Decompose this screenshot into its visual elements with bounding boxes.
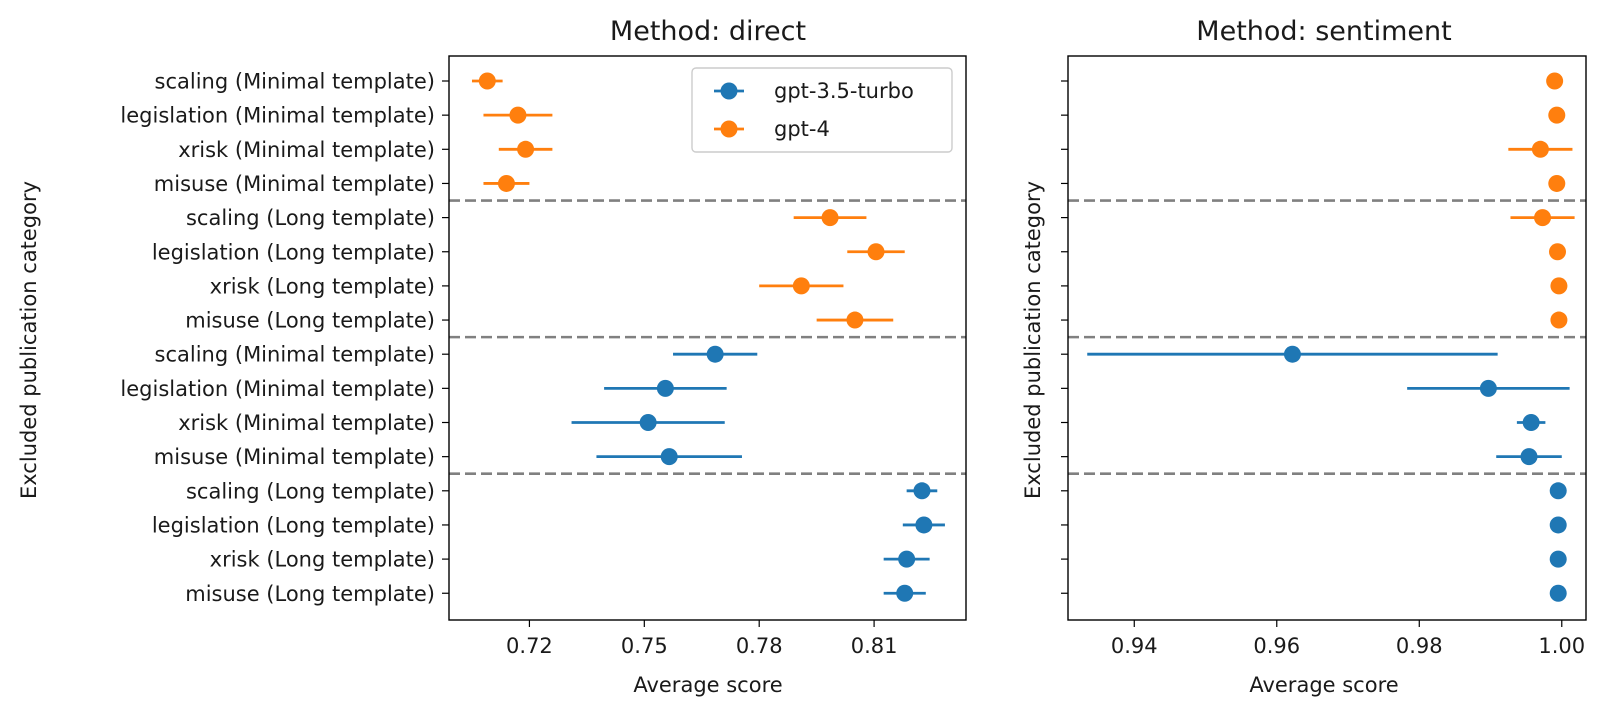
legend-box (691, 67, 953, 153)
y-tick-label: xrisk (Minimal template) (178, 411, 435, 435)
left-point-gpt-4 (497, 174, 515, 192)
left-point-gpt-3.5-turbo (660, 448, 678, 466)
right-axes-frame (1067, 55, 1587, 621)
right-point-gpt-4 (1531, 140, 1549, 158)
y-tick-label: scaling (Minimal template) (155, 70, 435, 94)
left-x-tick-label: 0.78 (736, 634, 783, 658)
right-point-gpt-3.5-turbo (1549, 550, 1567, 568)
left-plot-area: 0.72 0.75 0.78 0.81 scaling (Minimal templat… (120, 55, 967, 658)
left-point-gpt-3.5-turbo (913, 482, 931, 500)
y-tick-label: scaling (Minimal template) (155, 343, 435, 367)
right-point-gpt-3.5-turbo (1283, 345, 1301, 363)
right-panel-title: Method: sentiment (1196, 16, 1451, 47)
right-point-gpt-4 (1546, 72, 1564, 90)
y-tick-label: misuse (Long template) (185, 309, 435, 333)
right-point-gpt-4 (1550, 311, 1568, 329)
left-point-gpt-4 (517, 140, 535, 158)
legend-marker-gpt-3.5-turbo (720, 82, 738, 100)
y-tick-label: xrisk (Minimal template) (178, 138, 435, 162)
y-tick-label: legislation (Long template) (152, 240, 435, 264)
right-x-tick-label: 0.98 (1396, 634, 1443, 658)
y-tick-label: xrisk (Long template) (210, 274, 435, 298)
left-point-gpt-4 (509, 106, 527, 124)
left-point-gpt-4 (867, 243, 885, 261)
right-point-gpt-3.5-turbo (1549, 482, 1567, 500)
right-point-gpt-4 (1534, 209, 1552, 227)
legend-label-gpt-3.5-turbo: gpt-3.5-turbo (774, 79, 914, 103)
y-tick-label: legislation (Minimal template) (120, 377, 435, 401)
left-point-gpt-3.5-turbo (898, 550, 916, 568)
left-axes-frame (448, 55, 967, 621)
right-x-tick-label: 0.96 (1253, 634, 1300, 658)
right-y-axis-label: Excluded publication category (1021, 181, 1045, 499)
left-x-tick-label: 0.75 (621, 634, 668, 658)
left-point-gpt-4 (846, 311, 864, 329)
right-point-gpt-4 (1548, 243, 1566, 261)
left-y-axis-label: Excluded publication category (17, 181, 41, 499)
right-point-gpt-4 (1548, 106, 1566, 124)
y-tick-label: scaling (Long template) (186, 206, 435, 230)
left-point-gpt-3.5-turbo (706, 345, 724, 363)
right-x-tick-label: 0.94 (1111, 634, 1158, 658)
legend: gpt-3.5-turbo gpt-4 (691, 67, 953, 153)
left-panel-title: Method: direct (610, 16, 806, 47)
left-point-gpt-3.5-turbo (656, 379, 674, 397)
right-plot-area: 0.94 0.96 0.98 1.00 (1061, 55, 1587, 658)
right-point-gpt-4 (1548, 174, 1566, 192)
y-tick-label: xrisk (Long template) (210, 548, 435, 572)
left-x-axis-label: Average score (633, 673, 782, 697)
right-point-gpt-3.5-turbo (1549, 584, 1567, 602)
left-point-gpt-4 (478, 72, 496, 90)
y-tick-label: misuse (Long template) (185, 582, 435, 606)
legend-label-gpt-4: gpt-4 (774, 117, 830, 141)
y-tick-label: misuse (Minimal template) (154, 172, 435, 196)
left-x-tick-label: 0.81 (851, 634, 898, 658)
right-point-gpt-3.5-turbo (1520, 448, 1538, 466)
left-point-gpt-3.5-turbo (896, 584, 914, 602)
left-point-gpt-4 (821, 209, 839, 227)
y-tick-label: misuse (Minimal template) (154, 445, 435, 469)
left-point-gpt-4 (792, 277, 810, 295)
y-tick-label: legislation (Minimal template) (120, 104, 435, 128)
right-point-gpt-3.5-turbo (1549, 516, 1567, 534)
left-point-gpt-3.5-turbo (639, 414, 657, 431)
right-x-tick-label: 1.00 (1538, 634, 1585, 658)
left-x-tick-label: 0.72 (506, 634, 553, 658)
right-point-gpt-4 (1550, 277, 1568, 295)
legend-marker-gpt-4 (720, 120, 738, 138)
y-tick-label: scaling (Long template) (186, 479, 435, 503)
right-point-gpt-3.5-turbo (1522, 414, 1540, 431)
right-point-gpt-3.5-turbo (1479, 379, 1497, 397)
y-tick-label: legislation (Long template) (152, 513, 435, 537)
right-x-axis-label: Average score (1249, 673, 1398, 697)
left-point-gpt-3.5-turbo (915, 516, 933, 534)
